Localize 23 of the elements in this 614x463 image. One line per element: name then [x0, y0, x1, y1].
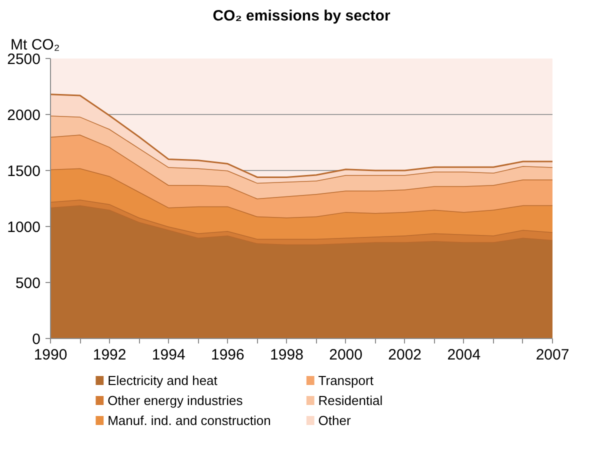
y-tick-label: 1000	[7, 219, 41, 236]
x-tick-label: 1996	[210, 346, 244, 364]
legend-label: Residential	[318, 393, 383, 408]
x-tick-label: 1994	[152, 346, 186, 364]
x-tick-label: 1992	[92, 346, 126, 364]
legend-label: Manuf. ind. and construction	[108, 413, 271, 428]
y-tick-label: 2000	[7, 107, 41, 124]
legend-label: Electricity and heat	[108, 373, 218, 388]
legend-label: Other energy industries	[108, 393, 244, 408]
x-tick-label: 1990	[34, 346, 68, 364]
y-tick-label: 1500	[7, 163, 41, 180]
legend-label: Other	[318, 413, 352, 428]
x-tick-label: 1998	[270, 346, 304, 364]
legend-label: Transport	[318, 373, 374, 388]
y-tick-label: 2500	[7, 51, 41, 68]
x-tick-label: 2002	[388, 346, 422, 364]
x-tick-label: 2004	[447, 346, 481, 364]
y-tick-label: 0	[32, 331, 40, 348]
x-tick-label: 2000	[329, 346, 362, 364]
chart-title: CO₂ emissions by sector	[212, 8, 390, 24]
y-tick-label: 500	[15, 275, 41, 292]
x-tick-label: 2007	[536, 346, 570, 364]
y-axis-title: Mt CO₂	[10, 36, 60, 54]
